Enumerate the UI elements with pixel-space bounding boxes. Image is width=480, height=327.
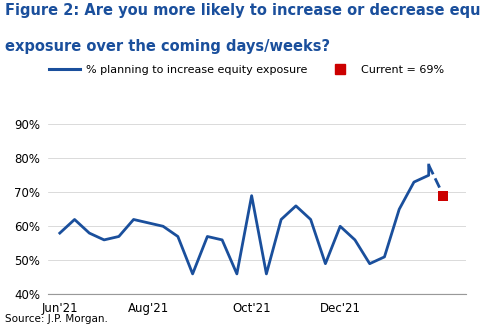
Legend: % planning to increase equity exposure, Current = 69%: % planning to increase equity exposure, … bbox=[49, 65, 444, 75]
Text: exposure over the coming days/weeks?: exposure over the coming days/weeks? bbox=[5, 39, 330, 54]
Point bbox=[440, 193, 447, 198]
Text: Figure 2: Are you more likely to increase or decrease equity: Figure 2: Are you more likely to increas… bbox=[5, 3, 480, 18]
Text: Source: J.P. Morgan.: Source: J.P. Morgan. bbox=[5, 314, 108, 324]
